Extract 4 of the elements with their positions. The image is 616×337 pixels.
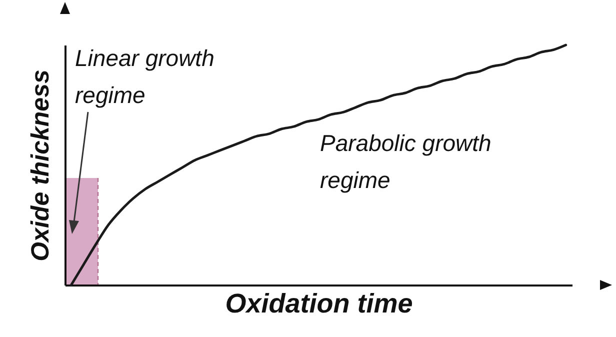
x-axis-title: Oxidation time [225, 288, 413, 318]
annotation: Parabolic growth regime [320, 130, 492, 193]
y-axis-title: Oxide thickness [26, 70, 54, 262]
annotation: Linear growth regime [75, 45, 214, 108]
